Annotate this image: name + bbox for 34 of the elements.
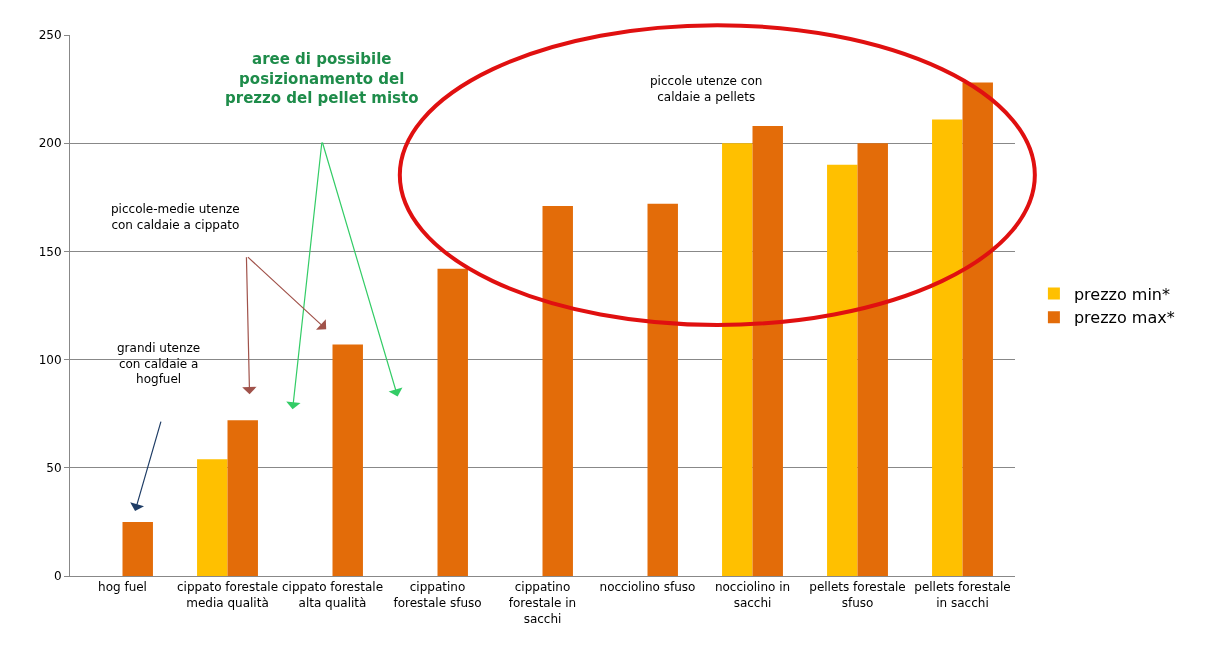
annotation: piccole-medie utenze con caldaie a cippato bbox=[111, 202, 240, 232]
bar bbox=[752, 125, 783, 576]
bar bbox=[227, 420, 258, 576]
bar bbox=[542, 205, 573, 576]
y-tick-label: 150 bbox=[38, 244, 62, 259]
bar bbox=[722, 143, 753, 576]
bar bbox=[932, 119, 963, 576]
x-tick-label: nocciolino in sacchi bbox=[714, 580, 791, 610]
bar bbox=[857, 143, 888, 576]
bar bbox=[332, 344, 363, 576]
y-tick-label: 100 bbox=[38, 352, 62, 367]
bar bbox=[962, 82, 993, 576]
bar bbox=[197, 459, 228, 576]
x-tick-label: cippato forestale alta qualità bbox=[281, 580, 384, 610]
y-tick-label: 250 bbox=[38, 28, 62, 43]
x-tick-label: pellets forestale sfuso bbox=[809, 580, 906, 610]
x-tick-label: pellets forestale in sacchi bbox=[914, 580, 1011, 610]
x-tick-label: nocciolino sfuso bbox=[599, 580, 696, 595]
y-tick-label: 0 bbox=[53, 569, 62, 584]
x-tick-label: hog fuel bbox=[98, 580, 147, 595]
bar bbox=[827, 164, 858, 576]
bar bbox=[437, 268, 468, 576]
y-tick-label: 200 bbox=[38, 136, 62, 151]
x-tick-label: cippato forestale media qualità bbox=[176, 580, 279, 610]
annotation: piccole utenze con caldaie a pellets bbox=[650, 74, 763, 104]
bar bbox=[122, 521, 153, 576]
y-tick-label: 50 bbox=[46, 461, 62, 475]
x-tick-label: cippatino forestale in sacchi bbox=[508, 580, 577, 626]
annotation: aree di possibile posizionamento del prezzo del pellet misto bbox=[225, 50, 419, 107]
bar bbox=[647, 203, 678, 576]
legend-label: prezzo min* bbox=[1073, 284, 1170, 304]
legend-label: prezzo max* bbox=[1073, 308, 1175, 328]
annotation: grandi utenze con caldaie a hogfuel bbox=[117, 341, 201, 387]
x-tick-label: cippatino forestale sfuso bbox=[393, 580, 482, 610]
